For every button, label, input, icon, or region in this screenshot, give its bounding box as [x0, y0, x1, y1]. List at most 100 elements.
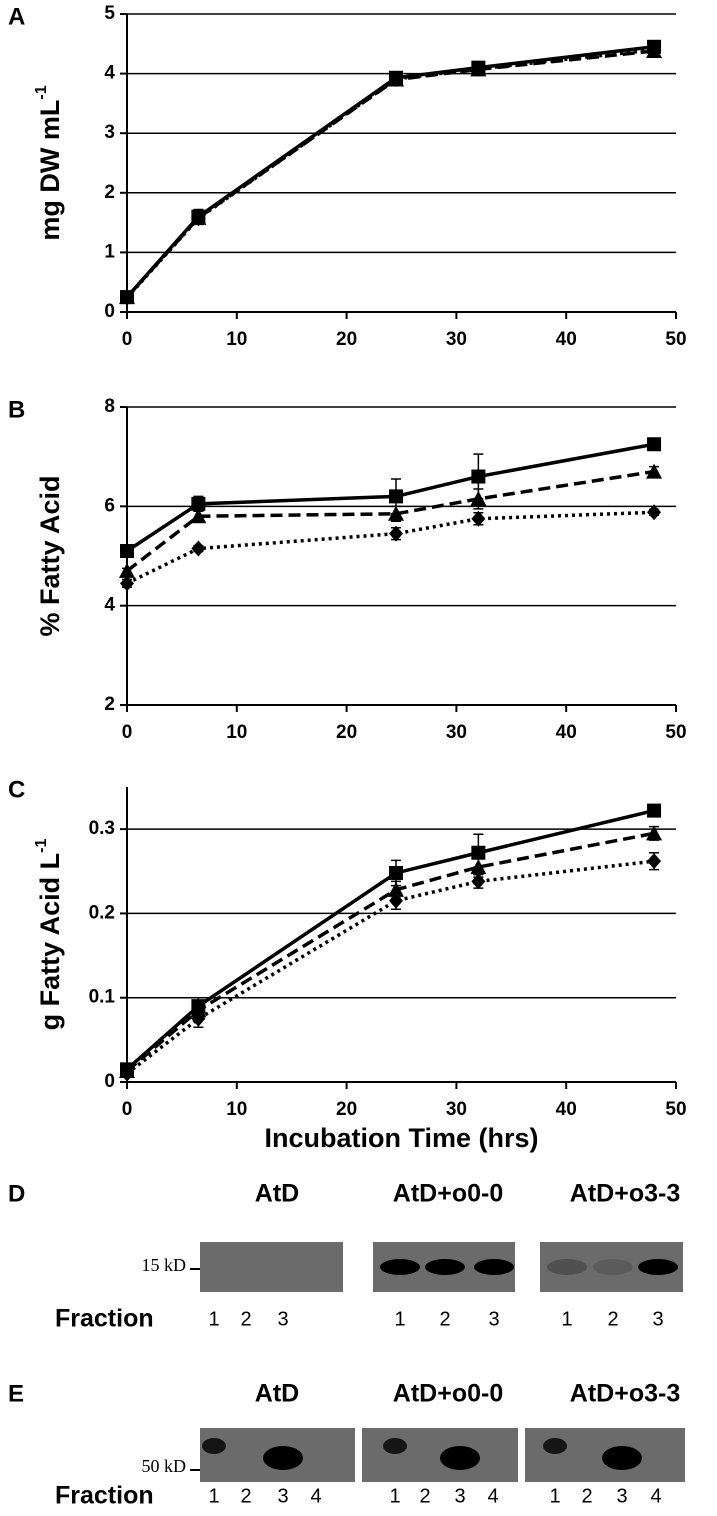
x-tick-label: 50 [665, 1099, 686, 1120]
x-axis-label: Incubation Time (hrs) [264, 1123, 538, 1153]
fraction-label: 1 [389, 1485, 400, 1507]
y-tick-label: 3 [104, 122, 115, 143]
marker [647, 853, 662, 870]
fraction-label: 2 [240, 1485, 251, 1507]
group-title: AtD [255, 1380, 299, 1408]
marker [470, 859, 487, 875]
marker [191, 210, 206, 227]
panel-label: B [8, 396, 25, 423]
y-tick-label: 4 [104, 595, 115, 616]
marker [191, 496, 206, 511]
band [383, 1438, 407, 1454]
marker [389, 70, 404, 87]
blot [362, 1428, 518, 1482]
fraction-label: 2 [439, 1308, 450, 1330]
band [440, 1446, 480, 1470]
series-line [125, 469, 655, 573]
x-tick-label: 30 [446, 329, 467, 350]
marker [471, 510, 486, 527]
marker [647, 437, 662, 452]
x-tick-label: 10 [226, 329, 247, 350]
x-tick-label: 30 [446, 722, 467, 743]
band [474, 1259, 514, 1275]
panel-label: C [8, 776, 25, 803]
marker [471, 469, 486, 484]
y-axis-label-text: g Fatty Acid L [35, 853, 65, 1031]
fraction-label: 4 [310, 1485, 321, 1507]
marker [471, 873, 486, 890]
y-tick-label: 4 [104, 63, 115, 84]
y-axis-label-sup: -1 [33, 839, 50, 853]
marker [646, 825, 663, 841]
x-tick-label: 0 [122, 1099, 133, 1120]
y-tick-label: 2 [104, 694, 115, 715]
x-tick-label: 50 [665, 722, 686, 743]
marker [191, 1010, 206, 1027]
group-title: AtD [255, 1180, 299, 1208]
x-tick-label: 40 [556, 329, 577, 350]
x-tick-label: 40 [556, 1099, 577, 1120]
group-title: AtD+o3-3 [570, 1180, 680, 1208]
x-tick-label: 20 [336, 722, 357, 743]
x-tick-label: 50 [665, 329, 686, 350]
fraction-label: 1 [208, 1485, 219, 1507]
band [263, 1446, 303, 1470]
y-axis-label: mg DW mL-1 [33, 85, 65, 240]
group-title: AtD+o0-0 [393, 1180, 503, 1208]
row-label: Fraction [55, 1305, 154, 1333]
fraction-label: 2 [240, 1308, 251, 1330]
fraction-label: 2 [581, 1485, 592, 1507]
marker [191, 540, 206, 557]
x-tick-label: 20 [336, 1099, 357, 1120]
blot [200, 1242, 343, 1292]
size-marker-label: 15 kD [142, 1255, 187, 1275]
size-marker-label: 50 kD [142, 1456, 187, 1476]
marker [471, 60, 486, 77]
marker [647, 803, 662, 818]
x-tick-label: 20 [336, 329, 357, 350]
y-tick-label: 0 [104, 1071, 115, 1092]
marker [120, 1065, 134, 1082]
fraction-label: 3 [488, 1308, 499, 1330]
marker [647, 41, 662, 58]
marker [119, 562, 135, 578]
marker [389, 525, 404, 542]
series-line [125, 49, 655, 299]
y-axis-label: g Fatty Acid L-1 [33, 839, 65, 1031]
group-title: AtD+o0-0 [393, 1380, 503, 1408]
x-tick-label: 10 [226, 1099, 247, 1120]
fraction-label: 2 [607, 1308, 618, 1330]
y-tick-label: 0 [104, 301, 115, 322]
y-tick-label: 1 [104, 241, 115, 262]
x-tick-label: 10 [226, 722, 247, 743]
y-axis-label-text: mg DW mL [35, 100, 65, 241]
fraction-label: 3 [277, 1485, 288, 1507]
fraction-label: 4 [650, 1485, 661, 1507]
y-tick-label: 8 [104, 396, 115, 417]
fraction-label: 1 [208, 1308, 219, 1330]
series-line [125, 859, 655, 1075]
band [547, 1259, 587, 1275]
band [602, 1446, 642, 1470]
fraction-label: 1 [561, 1308, 572, 1330]
x-tick-label: 30 [446, 1099, 467, 1120]
y-tick-label: 2 [104, 182, 115, 203]
y-tick-label: 5 [104, 3, 115, 24]
y-tick-label: 6 [104, 495, 115, 516]
band [425, 1259, 465, 1275]
fraction-label: 4 [487, 1485, 498, 1507]
row-label: Fraction [55, 1482, 154, 1510]
panel-label: E [8, 1380, 24, 1407]
x-tick-label: 0 [122, 722, 133, 743]
panel-label: A [8, 3, 25, 30]
band [593, 1259, 633, 1275]
y-tick-label: 0.2 [89, 902, 115, 923]
y-axis-label-sup: -1 [33, 85, 50, 99]
fraction-label: 3 [277, 1308, 288, 1330]
y-axis-label-text: % Fatty Acid [35, 475, 65, 636]
marker [120, 575, 134, 592]
x-tick-label: 40 [556, 722, 577, 743]
x-tick-label: 0 [122, 329, 133, 350]
y-tick-label: 0.3 [89, 818, 115, 839]
